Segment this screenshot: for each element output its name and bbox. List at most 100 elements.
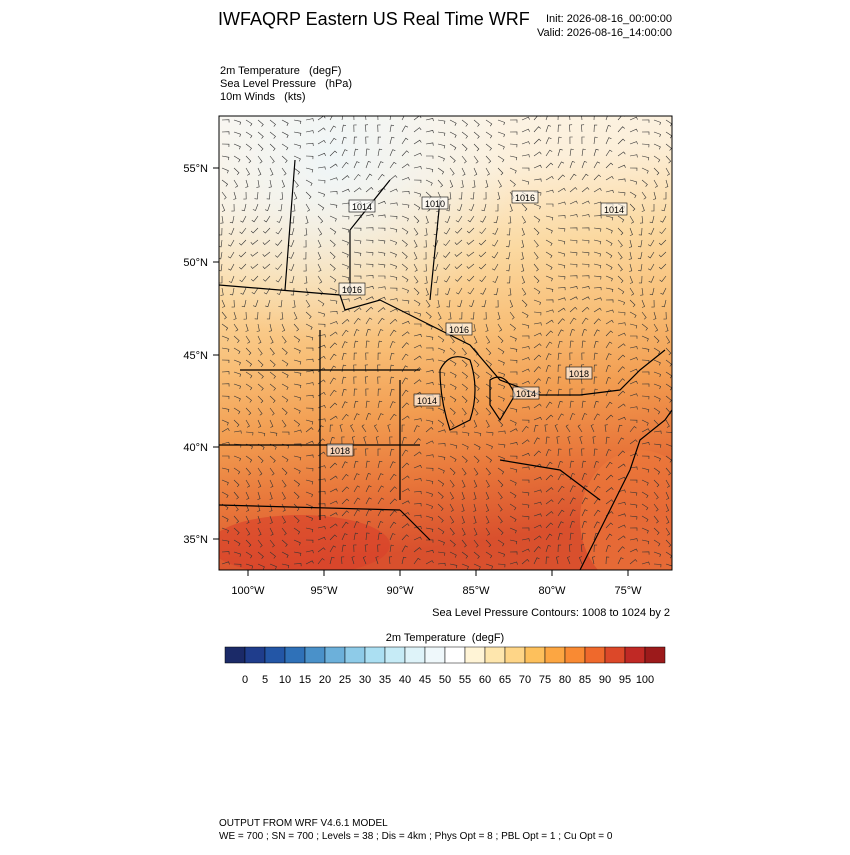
wind-barb (629, 548, 638, 553)
wind-barb (658, 239, 667, 246)
wind-barb (233, 563, 242, 568)
wind-barb (461, 347, 467, 356)
wind-barb (495, 299, 499, 308)
wind-barb (233, 119, 242, 125)
wind-barb (454, 239, 463, 246)
wind-barb (377, 136, 382, 145)
wind-barb (250, 275, 259, 282)
wind-barb (245, 119, 253, 127)
wind-barb (293, 191, 298, 200)
wind-barb (480, 215, 487, 223)
great-lake (439, 356, 476, 431)
wind-barb (592, 436, 596, 445)
wind-barb (641, 131, 650, 135)
wind-barb (521, 116, 530, 121)
wind-barb (437, 551, 446, 556)
wind-barb (568, 124, 573, 133)
wind-barb (581, 317, 589, 325)
wind-barb (569, 173, 577, 181)
wind-barb (329, 251, 336, 260)
wind-barb (483, 191, 487, 200)
wind-barb (581, 161, 588, 169)
contour-label: 1014 (604, 205, 624, 215)
wind-barb (653, 539, 661, 547)
wind-barb (250, 263, 259, 269)
wind-barb (545, 251, 553, 259)
wind-barb (245, 179, 249, 188)
wind-barb (305, 427, 314, 433)
wind-barb (250, 239, 259, 245)
wind-barb (497, 155, 505, 163)
colorbar-box (564, 646, 586, 664)
wind-barb (389, 329, 397, 337)
wind-barb (617, 311, 626, 316)
wind-barb (466, 251, 475, 257)
wind-barb (605, 533, 613, 541)
wind-barb (605, 330, 614, 337)
wind-barb (413, 127, 422, 133)
wind-barb (533, 557, 540, 565)
wind-barb (365, 148, 370, 157)
colorbar-label: 80 (559, 674, 571, 686)
wind-barb (377, 521, 384, 529)
wind-barb (533, 354, 542, 361)
wind-barb (509, 479, 517, 486)
wind-barb (569, 485, 576, 493)
wind-barb (221, 491, 229, 498)
wind-barb (389, 263, 397, 269)
wind-barb (629, 167, 638, 171)
wind-barb (269, 131, 276, 139)
wind-barb (401, 275, 409, 283)
wind-barb (281, 143, 289, 151)
wind-barb (647, 251, 655, 259)
wind-barb (281, 359, 289, 367)
wind-barb (663, 192, 667, 200)
wind-barb (617, 191, 626, 196)
wind-barb (365, 275, 374, 279)
wind-barb (448, 311, 452, 320)
wind-barb (305, 118, 314, 122)
wind-barb (413, 438, 421, 445)
wind-barb (545, 149, 553, 157)
wind-barb (305, 358, 314, 362)
wind-barb (521, 491, 530, 496)
wind-barb (557, 187, 566, 193)
wind-barb (458, 191, 463, 200)
wind-barb (473, 563, 481, 570)
wind-barb (281, 167, 287, 176)
wind-barb (461, 407, 467, 416)
wind-barb (509, 143, 518, 148)
wind-barb (269, 479, 274, 488)
wind-barb (257, 383, 264, 391)
wind-barb (269, 167, 274, 176)
lon-label: 90°W (386, 585, 414, 597)
wind-barb (389, 521, 397, 529)
wind-barb (341, 401, 348, 409)
wind-barb (533, 151, 542, 157)
wind-barb (485, 467, 491, 476)
wind-barb (641, 419, 649, 426)
wind-barb (638, 275, 643, 284)
wind-barb (353, 317, 361, 325)
colorbar-box (344, 646, 366, 664)
wind-barb (389, 251, 397, 258)
wind-barb (461, 359, 468, 368)
wind-barb (506, 227, 511, 236)
wind-barb (425, 167, 434, 173)
wind-barb (605, 461, 613, 469)
wind-barb (533, 116, 541, 121)
wind-barb (317, 179, 326, 184)
wind-barb (293, 347, 301, 354)
wind-barb (473, 407, 479, 416)
wind-barb (497, 479, 504, 488)
map-frame (218, 115, 673, 571)
wind-barb (629, 453, 638, 457)
wind-barb (245, 323, 249, 332)
wind-barb (433, 263, 439, 271)
wind-barb (257, 155, 263, 164)
wind-barb (557, 521, 564, 529)
wind-barb (661, 299, 667, 308)
lon-label: 80°W (538, 585, 566, 597)
wind-barb (521, 419, 530, 424)
wind-barb (269, 407, 275, 416)
